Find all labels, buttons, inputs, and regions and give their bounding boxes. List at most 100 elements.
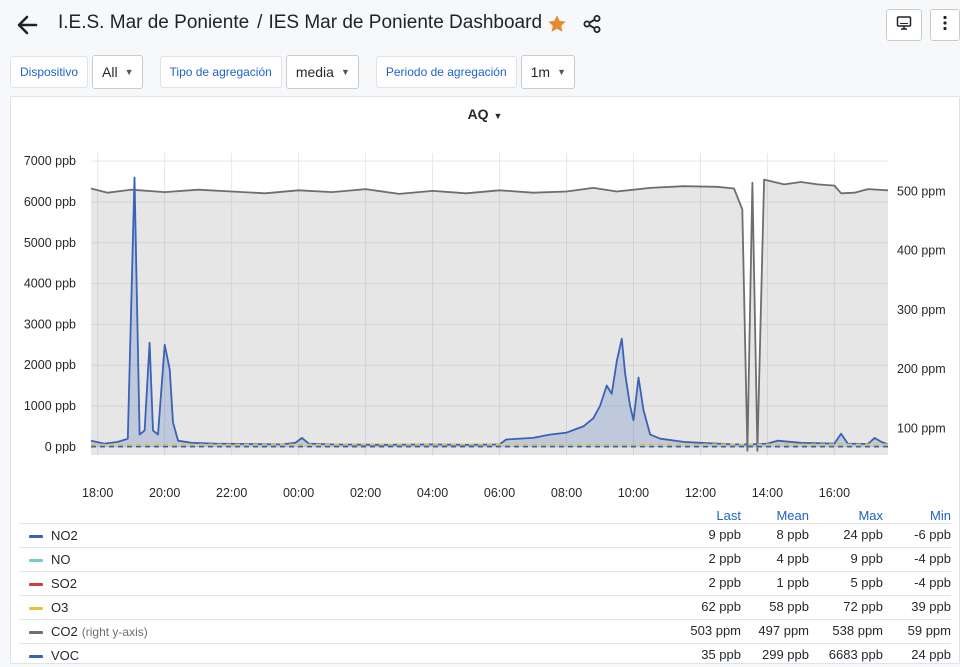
legend-row: NO2 9 ppb 8 ppb 24 ppb -6 ppb (19, 523, 951, 547)
breadcrumb-separator: / (257, 12, 262, 33)
legend-last-value: 2 ppb (708, 575, 741, 590)
legend-mean-value: 497 ppm (758, 623, 809, 638)
legend-series-name[interactable]: NO (51, 552, 75, 567)
legend-min-value: -4 ppb (914, 575, 951, 590)
legend-row: VOC 35 ppb 299 ppb 6683 ppb 24 ppb (19, 643, 951, 667)
legend-mean-value: 1 ppb (776, 575, 809, 590)
legend-header: Last Mean Max Min (19, 505, 951, 523)
variable-select-periodo-agregacion[interactable]: 1m ▼ (521, 55, 575, 89)
legend-header-mean[interactable]: Mean (776, 508, 809, 523)
series-area-co2 (91, 180, 888, 455)
tv-icon (896, 15, 912, 36)
x-tick-label: 04:00 (417, 486, 448, 500)
legend-last-value: 35 ppb (701, 647, 741, 662)
chevron-down-icon: ▼ (557, 67, 566, 77)
legend-header-last[interactable]: Last (716, 508, 741, 523)
legend-table: Last Mean Max Min NO2 9 ppb 8 ppb 24 ppb -6 … (19, 505, 951, 667)
variable-select-dispositivo[interactable]: All ▼ (92, 55, 142, 89)
variable-value: 1m (531, 64, 550, 80)
folder-link[interactable]: I.E.S. Mar de Poniente (58, 12, 249, 33)
legend-row: O3 62 ppb 58 ppb 72 ppb 39 ppb (19, 595, 951, 619)
y-left-tick-label: 1000 ppb (24, 399, 76, 413)
legend-min-value: 24 ppb (911, 647, 951, 662)
y-right-tick-label: 300 ppm (897, 303, 946, 317)
series-color-swatch[interactable] (29, 583, 43, 586)
y-left-tick-label: 0 ppb (45, 440, 76, 454)
legend-max-value: 6683 ppb (829, 647, 883, 662)
legend-series-name[interactable]: VOC (51, 648, 83, 663)
legend-last-value: 503 ppm (690, 623, 741, 638)
legend-last-value: 9 ppb (708, 527, 741, 542)
legend-header-min[interactable]: Min (930, 508, 951, 523)
legend-mean-value: 4 ppb (776, 551, 809, 566)
x-tick-label: 16:00 (819, 486, 850, 500)
legend-min-value: 39 ppb (911, 599, 951, 614)
x-tick-label: 12:00 (685, 486, 716, 500)
legend-max-value: 24 ppb (843, 527, 883, 542)
x-tick-label: 00:00 (283, 486, 314, 500)
legend-series-name[interactable]: CO2(right y-axis) (51, 624, 148, 639)
series-color-swatch[interactable] (29, 559, 43, 562)
legend-mean-value: 8 ppb (776, 527, 809, 542)
y-left-tick-label: 2000 ppb (24, 358, 76, 372)
legend-max-value: 538 ppm (832, 623, 883, 638)
series-color-swatch[interactable] (29, 655, 43, 658)
legend-last-value: 62 ppb (701, 599, 741, 614)
y-right-tick-label: 100 ppm (897, 421, 946, 435)
legend-header-max[interactable]: Max (858, 508, 883, 523)
legend-mean-value: 299 ppb (762, 647, 809, 662)
legend-min-value: 59 ppm (908, 623, 951, 638)
y-left-tick-label: 7000 ppb (24, 154, 76, 168)
y-left-tick-label: 4000 ppb (24, 277, 76, 291)
legend-max-value: 72 ppb (843, 599, 883, 614)
template-variables: Dispositivo All ▼ Tipo de agregación medi… (10, 55, 575, 89)
chevron-down-icon: ▼ (125, 67, 134, 77)
legend-row: SO2 2 ppb 1 ppb 5 ppb -4 ppb (19, 571, 951, 595)
dashboard-header: I.E.S. Mar de Poniente / IES Mar de Ponien… (0, 0, 960, 50)
kebab-icon (942, 15, 948, 36)
arrow-left-icon[interactable] (14, 11, 42, 39)
x-tick-label: 14:00 (752, 486, 783, 500)
legend-min-value: -6 ppb (914, 527, 951, 542)
legend-series-name[interactable]: SO2 (51, 576, 81, 591)
legend-max-value: 5 ppb (850, 575, 883, 590)
series-color-swatch[interactable] (29, 535, 43, 538)
legend-series-name[interactable]: NO2 (51, 528, 82, 543)
series-color-swatch[interactable] (29, 607, 43, 610)
star-icon[interactable] (546, 13, 568, 35)
variable-label-periodo-agregacion: Periodo de agregación (376, 56, 517, 88)
y-right-tick-label: 400 ppm (897, 244, 946, 258)
y-left-tick-label: 6000 ppb (24, 195, 76, 209)
breadcrumb: I.E.S. Mar de Poniente / IES Mar de Ponien… (58, 12, 542, 34)
dashboard-title: IES Mar de Poniente Dashboard (268, 12, 542, 33)
variable-value: All (102, 64, 118, 80)
series-color-swatch[interactable] (29, 631, 43, 634)
legend-row: NO 2 ppb 4 ppb 9 ppb -4 ppb (19, 547, 951, 571)
variable-select-tipo-agregacion[interactable]: media ▼ (286, 55, 359, 89)
legend-min-value: -4 ppb (914, 551, 951, 566)
legend-max-value: 9 ppb (850, 551, 883, 566)
x-tick-label: 06:00 (484, 486, 515, 500)
variable-label-tipo-agregacion: Tipo de agregación (160, 56, 282, 88)
share-icon[interactable] (582, 14, 602, 34)
legend-row: CO2(right y-axis) 503 ppm 497 ppm 538 ppm 59… (19, 619, 951, 643)
legend-series-name[interactable]: O3 (51, 600, 72, 615)
x-tick-label: 20:00 (149, 486, 180, 500)
y-right-tick-label: 500 ppm (897, 184, 946, 198)
x-tick-label: 22:00 (216, 486, 247, 500)
x-tick-label: 02:00 (350, 486, 381, 500)
legend-last-value: 2 ppb (708, 551, 741, 566)
y-right-tick-label: 200 ppm (897, 362, 946, 376)
x-tick-label: 10:00 (618, 486, 649, 500)
chevron-down-icon: ▼ (341, 67, 350, 77)
x-tick-label: 08:00 (551, 486, 582, 500)
more-options-button[interactable] (930, 9, 960, 41)
legend-mean-value: 58 ppb (769, 599, 809, 614)
variable-value: media (296, 64, 334, 80)
tv-mode-button[interactable] (886, 9, 922, 41)
variable-label-dispositivo: Dispositivo (10, 56, 88, 88)
y-left-tick-label: 5000 ppb (24, 236, 76, 250)
x-tick-label: 18:00 (82, 486, 113, 500)
